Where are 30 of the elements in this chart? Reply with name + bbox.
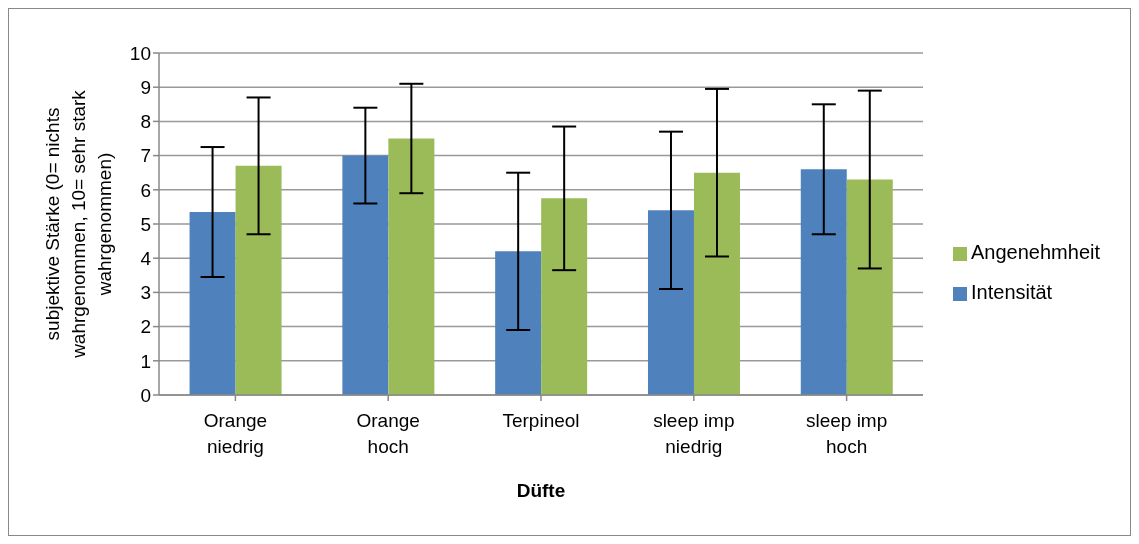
- x-tick-label: Terpineol: [502, 410, 580, 431]
- bar: [693, 172, 740, 395]
- y-tick-label: 3: [140, 282, 151, 304]
- y-axis-title: subjektive Stärke (0= nichts wahrgenommen, 10= sehr stark wahrgenommen): [42, 89, 115, 359]
- bar: [342, 155, 389, 395]
- bar: [189, 212, 236, 395]
- x-tick-label: sleep imp niedrig: [653, 410, 735, 457]
- x-tick-label: sleep imp hoch: [805, 410, 888, 457]
- bar: [495, 251, 542, 395]
- bar: [388, 138, 435, 395]
- x-axis-title: Düfte: [516, 480, 566, 501]
- y-tick-label: 1: [140, 350, 151, 372]
- bar: [235, 165, 282, 395]
- x-tick-label: Orange hoch: [356, 410, 420, 457]
- y-tick-label: 8: [140, 111, 151, 133]
- x-tick-label: Orange niedrig: [203, 410, 268, 457]
- y-tick-label: 7: [140, 145, 151, 167]
- bar: [846, 179, 893, 395]
- y-tick-label: 4: [140, 247, 152, 269]
- y-tick-label: 5: [140, 213, 151, 235]
- bar: [541, 198, 588, 395]
- y-tick-label: 0: [140, 384, 151, 406]
- y-tick-label: 10: [129, 42, 151, 64]
- y-tick-label: 9: [140, 76, 151, 98]
- legend-label: Intensität: [971, 281, 1053, 303]
- bar: [800, 169, 847, 395]
- legend-label: Angenehmheit: [971, 241, 1100, 263]
- y-tick-label: 2: [140, 316, 151, 338]
- y-tick-label: 6: [140, 179, 151, 201]
- bar: [647, 210, 694, 395]
